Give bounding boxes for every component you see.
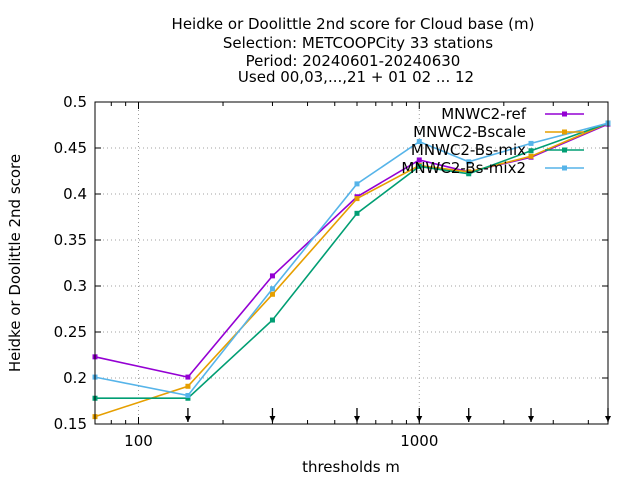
data-point	[270, 273, 275, 278]
threshold-arrow	[269, 408, 275, 422]
legend-label: MNWC2-Bs-mix2	[401, 159, 526, 177]
series-mnwc2-ref	[93, 122, 611, 380]
legend-label: MNWC2-Bs-mix	[411, 141, 526, 159]
y-tick-label: 0.3	[63, 277, 87, 295]
x-axis-label: thresholds m	[302, 458, 400, 476]
y-tick-label: 0.25	[54, 323, 87, 341]
chart-title-line: Heidke or Doolittle 2nd score for Cloud …	[172, 15, 535, 33]
y-tick-label: 0.35	[54, 231, 87, 249]
legend-entry: MNWC2-Bs-mix	[411, 141, 584, 159]
series-group	[93, 121, 611, 419]
data-point	[354, 196, 359, 201]
threshold-arrow	[466, 408, 472, 422]
threshold-markers	[185, 408, 611, 422]
series-line	[95, 123, 608, 416]
data-point	[529, 154, 534, 159]
chart-subtitle-selection: Selection: METCOOPCity 33 stations	[223, 34, 493, 52]
legend-label: MNWC2-ref	[441, 105, 526, 123]
y-tick-label: 0.15	[54, 415, 87, 433]
legend-label: MNWC2-Bscale	[413, 123, 526, 141]
data-point	[529, 141, 534, 146]
x-tick-label: 1000	[400, 432, 438, 450]
legend-swatch-marker	[562, 148, 567, 153]
legend-entry: MNWC2-ref	[441, 105, 584, 123]
y-tick-label: 0.45	[54, 139, 87, 157]
data-point	[529, 148, 534, 153]
data-point	[185, 375, 190, 380]
y-tick-label: 0.5	[63, 93, 87, 111]
y-axis-label: Heidke or Doolittle 2nd score	[6, 154, 24, 372]
series-line	[95, 123, 608, 395]
threshold-arrow	[354, 408, 360, 422]
series-line	[95, 124, 608, 377]
threshold-arrow	[185, 408, 191, 422]
series-mnwc2-bscale	[93, 121, 611, 419]
data-point	[270, 318, 275, 323]
threshold-arrow	[528, 408, 534, 422]
legend-entry: MNWC2-Bscale	[413, 123, 584, 141]
legend-swatch-marker	[562, 166, 567, 171]
y-tick-label: 0.4	[63, 185, 87, 203]
data-point	[354, 181, 359, 186]
series-mnwc2-bs-mix	[93, 121, 611, 401]
legend-swatch-marker	[562, 130, 567, 135]
data-point	[270, 286, 275, 291]
chart-title: Heidke or Doolittle 2nd score for Cloud …	[172, 15, 535, 86]
data-point	[270, 292, 275, 297]
chart-subtitle-used: Used 00,03,...,21 + 01 02 ... 12	[238, 68, 474, 86]
series-line	[95, 123, 608, 398]
series-mnwc2-bs-mix2	[93, 121, 611, 398]
legend-entry: MNWC2-Bs-mix2	[401, 159, 584, 177]
data-point	[185, 384, 190, 389]
data-point	[354, 211, 359, 216]
data-point	[185, 393, 190, 398]
legend-swatch-marker	[562, 112, 567, 117]
threshold-arrow	[416, 408, 422, 422]
x-tick-label: 100	[124, 432, 153, 450]
y-tick-label: 0.2	[63, 369, 87, 387]
